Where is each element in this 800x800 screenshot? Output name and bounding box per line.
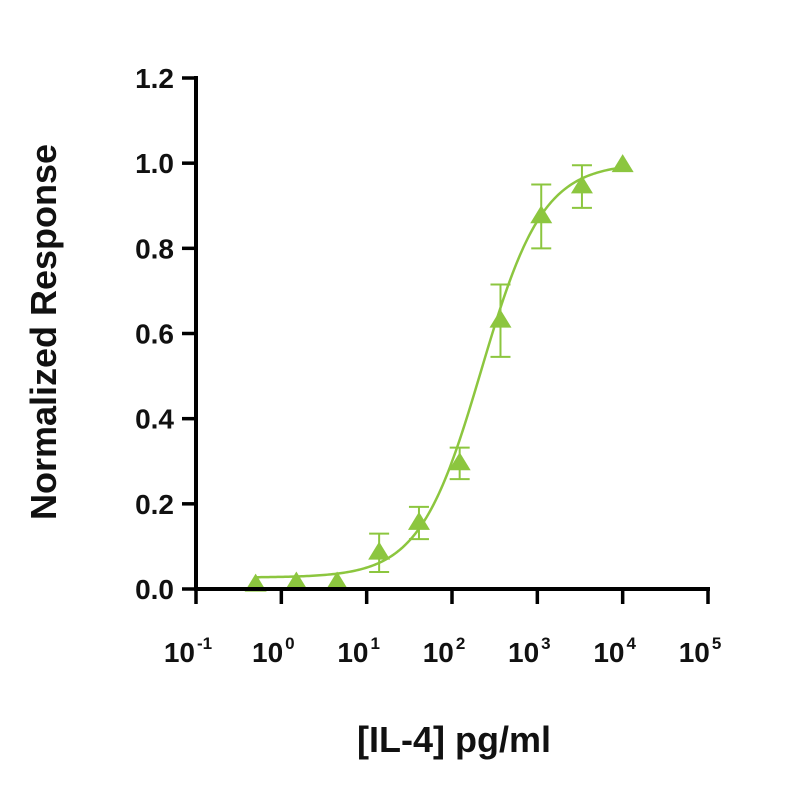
x-tick-label: 10 2 — [423, 634, 466, 668]
y-tick-label: 1.0 — [135, 148, 174, 179]
data-point-triangle — [489, 309, 512, 328]
y-tick-label: 0.6 — [135, 319, 174, 350]
data-point-triangle — [407, 511, 430, 530]
y-tick-label: 1.2 — [135, 63, 174, 94]
y-axis-title: Normalized Response — [23, 144, 64, 520]
x-tick-label: 10 0 — [252, 634, 295, 668]
data-point-triangle — [285, 571, 308, 590]
fit-curve — [255, 166, 623, 579]
data-point-triangle — [326, 571, 349, 590]
data-point-triangle — [530, 205, 553, 224]
x-axis-title: [IL-4] pg/ml — [357, 719, 551, 760]
data-point-triangle — [448, 452, 471, 471]
axes — [194, 76, 710, 591]
fit-curve-layer — [255, 166, 623, 579]
data-point-triangle — [611, 154, 634, 173]
x-tick-label: 10 1 — [337, 634, 380, 668]
x-axis-ticks: 10 -1 10 0 10 1 10 2 10 3 10 4 10 5 — [164, 589, 721, 668]
data-points-layer — [244, 154, 634, 592]
data-point-triangle — [368, 541, 391, 560]
x-tick-label: 10 -1 — [164, 634, 212, 668]
y-axis-ticks: 0.0 0.2 0.4 0.6 0.8 1.0 1.2 — [135, 63, 196, 605]
data-point-triangle — [570, 175, 593, 194]
x-tick-label: 10 5 — [679, 634, 722, 668]
y-tick-label: 0.2 — [135, 489, 174, 520]
x-tick-label: 10 3 — [508, 634, 551, 668]
y-tick-label: 0.0 — [135, 574, 174, 605]
y-tick-label: 0.8 — [135, 233, 174, 264]
y-tick-label: 0.4 — [135, 404, 174, 435]
x-tick-label: 10 4 — [593, 634, 636, 668]
